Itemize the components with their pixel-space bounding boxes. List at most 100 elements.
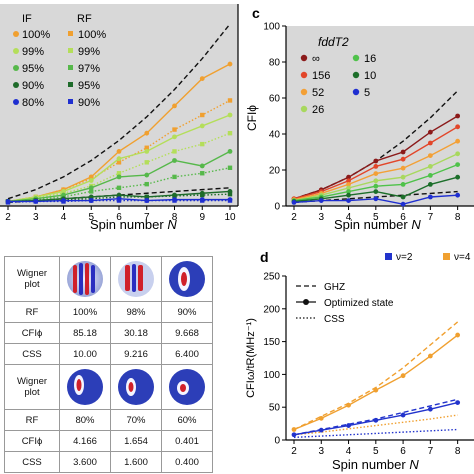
- series-line-ν=4 Optimized state: [293, 334, 459, 431]
- legend-marker: [352, 88, 360, 96]
- panel-c-x-ticks: 2 3 4 5 6 7 8: [291, 206, 461, 223]
- data-point: [373, 189, 379, 195]
- x-tick-label: 3: [318, 212, 324, 223]
- x-tick-label: 6: [400, 212, 406, 223]
- legend-rf-label: 95%: [78, 80, 100, 92]
- table-row: RF 100% 98% 90%: [4, 301, 213, 323]
- y-tick-label: 100: [263, 370, 280, 381]
- table-cell: 9.216: [110, 343, 162, 365]
- data-point: [116, 160, 122, 165]
- data-point: [227, 149, 233, 154]
- wigner-plot-6: [169, 369, 205, 405]
- legend-rf-marker: [68, 82, 73, 87]
- wigner-plot-1: [67, 261, 103, 297]
- data-point: [172, 198, 177, 203]
- data-point: [227, 98, 233, 103]
- legend-label: 10: [364, 70, 376, 82]
- table-cell: 3.600: [59, 451, 111, 473]
- panel-c-y-ticks: 0 20 40 60 80 100: [263, 22, 286, 213]
- y-tick-label: 80: [269, 58, 281, 69]
- data-point: [400, 373, 406, 379]
- data-point: [172, 193, 177, 199]
- panel-c-legend-title: fddT2: [318, 35, 349, 49]
- data-point: [400, 194, 406, 200]
- panel-c-plot-bg: [286, 26, 474, 206]
- series-line-css: [7, 187, 231, 204]
- x-tick-label: 8: [172, 212, 178, 223]
- data-point: [144, 145, 149, 150]
- data-point: [427, 164, 433, 169]
- data-point: [400, 412, 406, 418]
- legend-marker: [352, 71, 360, 79]
- legend-label: 52: [312, 87, 324, 99]
- legend-rf-label: 99%: [78, 46, 100, 58]
- x-tick-label: 8: [455, 446, 461, 457]
- panel-a-ghz-reference: [7, 23, 231, 204]
- row-label: RF: [4, 409, 60, 431]
- legend-label: 16: [364, 53, 376, 65]
- table-cell: 90%: [161, 301, 213, 323]
- data-point: [227, 61, 233, 67]
- data-point: [172, 158, 177, 163]
- data-point: [427, 153, 433, 159]
- legend-rf-label: 100%: [78, 29, 106, 41]
- data-point: [373, 387, 379, 393]
- data-point: [144, 172, 150, 178]
- data-point: [346, 185, 351, 191]
- data-point: [346, 182, 351, 187]
- y-tick-label: 0: [274, 202, 280, 213]
- panel-d-letter: d: [260, 249, 269, 265]
- data-point: [346, 192, 351, 198]
- data-point: [400, 156, 406, 162]
- data-point: [172, 149, 177, 154]
- wigner-header-top: Wigner plot: [4, 256, 60, 302]
- x-tick-label: 2: [291, 212, 297, 223]
- y-tick-label: 0: [274, 436, 280, 447]
- data-point: [346, 178, 351, 184]
- row-label: CSS: [4, 343, 60, 365]
- table-row: CSS 10.00 9.216 6.400: [4, 343, 213, 365]
- legend-marker: [300, 88, 308, 96]
- panel-c-xlabel: Spin number N: [334, 217, 421, 232]
- data-point: [346, 198, 351, 204]
- x-tick-label: 8: [455, 212, 461, 223]
- data-point: [427, 129, 433, 135]
- series-line-ν=2 CSS: [293, 428, 458, 439]
- data-point: [373, 183, 379, 189]
- data-point: [227, 131, 233, 136]
- data-point: [318, 415, 324, 421]
- legend-label: 26: [312, 104, 324, 116]
- wigner-plot-5: [118, 369, 154, 405]
- x-tick-label: 7: [144, 212, 150, 223]
- panel-c-ylabel: CFIϕ: [245, 105, 259, 131]
- wigner-plot-2: [118, 261, 154, 297]
- data-point: [172, 134, 177, 140]
- table-row: CFIϕ 4.166 1.654 0.401: [4, 430, 213, 452]
- x-tick-label: 10: [224, 212, 236, 223]
- data-point: [291, 432, 297, 438]
- row-label: RF: [4, 301, 60, 323]
- wigner-plot-cell: [161, 256, 213, 302]
- data-point: [427, 182, 433, 187]
- legend-if-label: 99%: [22, 46, 44, 58]
- data-point: [200, 112, 205, 118]
- data-point: [455, 162, 461, 168]
- data-point: [455, 138, 461, 144]
- table-cell: 80%: [59, 409, 111, 431]
- data-point: [89, 198, 94, 203]
- panel-d-y-ticks: 0 50 100 150 200 250: [263, 272, 286, 447]
- legend-css-label: CSS: [324, 314, 345, 325]
- data-point: [144, 149, 150, 154]
- legend-label: ∞: [312, 53, 320, 65]
- table-cell: 10.00: [59, 343, 111, 365]
- legend-rf-marker: [68, 65, 73, 70]
- x-tick-label: 5: [88, 212, 94, 223]
- data-point: [427, 353, 433, 359]
- data-point: [172, 103, 177, 109]
- data-point: [427, 140, 433, 146]
- x-tick-label: 3: [318, 446, 324, 457]
- x-tick-label: 7: [428, 446, 434, 457]
- y-tick-label: 150: [263, 337, 280, 348]
- data-point: [291, 200, 297, 205]
- x-tick-label: 4: [346, 212, 352, 223]
